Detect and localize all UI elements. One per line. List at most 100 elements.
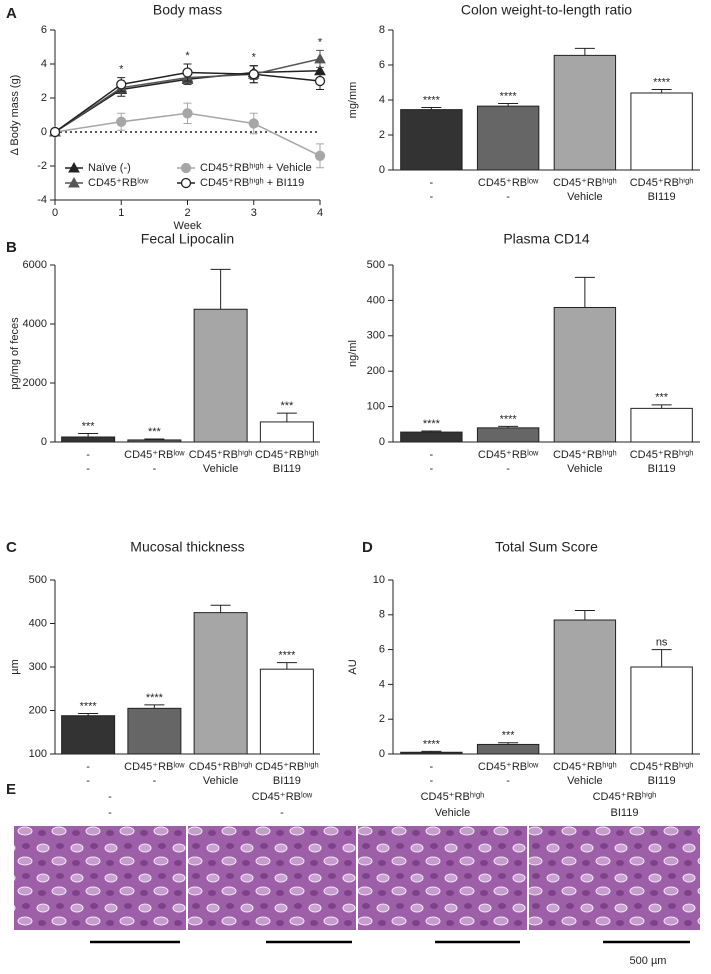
x-tick-label: CD45⁺RBˡᵒʷ [478, 177, 539, 189]
x-tick-label: CD45⁺RBʰⁱᵍʰ [189, 761, 253, 773]
panel-letter: B [6, 239, 17, 256]
marker [248, 118, 259, 129]
y-tick-label: 0 [41, 126, 47, 138]
y-tick-label: 0 [379, 748, 385, 760]
y-axis-label: pg/mg of feces [9, 317, 21, 390]
y-tick-label: -4 [37, 194, 47, 206]
significance: **** [146, 692, 164, 704]
error-bar [651, 404, 672, 409]
y-axis-label: ng/ml [347, 340, 359, 367]
x-tick-label: CD45⁺RBʰⁱᵍʰ [553, 761, 617, 773]
x-tick-label: CD45⁺RBˡᵒʷ [124, 449, 185, 461]
y-tick-label: 0 [379, 436, 385, 448]
y-tick-label: 0 [41, 436, 47, 448]
panel-letter: D [362, 539, 373, 556]
y-tick-label: 6000 [23, 259, 47, 271]
bar [127, 707, 182, 755]
bar [476, 743, 540, 755]
marker [116, 79, 127, 90]
histology-label: CD45⁺RBʰⁱᵍʰ [593, 791, 657, 803]
significance: **** [423, 738, 441, 750]
x-tick-label: CD45⁺RBʰⁱᵍʰ [255, 761, 319, 773]
y-tick-label: 400 [367, 294, 385, 306]
significance: **** [500, 90, 518, 102]
chart-title: Body mass [153, 2, 222, 18]
histology-label: CD45⁺RBˡᵒʷ [252, 791, 313, 803]
chart-title: Plasma CD14 [503, 231, 590, 247]
panel-letter: C [6, 539, 17, 556]
legend-label: CD45⁺RBˡᵒʷ [88, 177, 149, 189]
x-tick-label: CD45⁺RBʰⁱᵍʰ [630, 761, 694, 773]
x-axis-label: Week [174, 220, 202, 232]
histology-label: - [108, 791, 112, 803]
x-tick-label: CD45⁺RBʰⁱᵍʰ [630, 177, 694, 189]
bar [400, 431, 463, 443]
x-tick-sublabel: - [430, 191, 434, 203]
bar [193, 308, 248, 443]
x-tick-sublabel: Vehicle [567, 191, 602, 203]
x-tick-sublabel: - [506, 775, 510, 787]
y-tick-label: 2 [41, 92, 47, 104]
x-tick-label: - [430, 177, 434, 189]
marker [314, 52, 326, 64]
histology-image [529, 826, 700, 930]
x-tick-sublabel: BI119 [273, 463, 301, 475]
y-axis-label: Δ Body mass (g) [9, 75, 21, 156]
bar [630, 92, 693, 171]
histology-label: - [280, 807, 284, 819]
y-tick-label: 8 [379, 24, 385, 36]
x-tick-sublabel: - [506, 463, 510, 475]
significance: *** [82, 420, 96, 432]
significance: **** [653, 76, 671, 88]
y-tick-label: 4 [379, 94, 385, 106]
marker [314, 75, 326, 87]
y-tick-label: 300 [367, 330, 385, 342]
bar [127, 439, 182, 443]
error-bar [651, 649, 672, 667]
y-tick-label: 2000 [23, 377, 47, 389]
y-tick-label: 6 [41, 24, 47, 36]
bar [553, 306, 617, 443]
x-tick-sublabel: BI119 [648, 463, 676, 475]
marker [182, 67, 193, 78]
x-tick-sublabel: - [506, 191, 510, 203]
x-tick-label: CD45⁺RBʰⁱᵍʰ [553, 177, 617, 189]
x-tick-sublabel: - [86, 775, 90, 787]
significance: **** [423, 418, 441, 430]
significance: **** [500, 413, 518, 425]
significance: ns [656, 637, 668, 649]
y-tick-label: 0 [379, 164, 385, 176]
x-tick-label: 0 [52, 207, 58, 219]
error-bar [78, 432, 99, 437]
x-tick-sublabel: Vehicle [203, 775, 238, 787]
y-tick-label: 500 [367, 259, 385, 271]
y-tick-label: 6 [379, 644, 385, 656]
panel-letter: A [6, 5, 17, 22]
error-bar [276, 662, 297, 670]
histology-label: CD45⁺RBʰⁱᵍʰ [421, 791, 485, 803]
y-tick-label: 300 [29, 661, 47, 673]
significance: **** [278, 650, 296, 662]
y-tick-label: -2 [37, 160, 47, 172]
marker [182, 108, 193, 119]
histology-image [188, 826, 356, 930]
significance: * [185, 50, 190, 62]
y-tick-label: 4 [41, 58, 47, 70]
y-tick-label: 200 [29, 704, 47, 716]
panel-letter: E [6, 781, 16, 798]
x-tick-sublabel: - [86, 463, 90, 475]
chart-title: Total Sum Score [495, 539, 598, 555]
y-tick-label: 2 [379, 713, 385, 725]
bar [476, 105, 540, 171]
marker [248, 69, 259, 80]
x-tick-label: CD45⁺RBʰⁱᵍʰ [553, 449, 617, 461]
error-bar [574, 609, 595, 621]
significance: *** [280, 400, 294, 412]
histology-image [358, 826, 527, 930]
y-tick-label: 8 [379, 609, 385, 621]
x-tick-sublabel: BI119 [648, 775, 676, 787]
histology-label: Vehicle [435, 807, 470, 819]
legend-marker [180, 162, 192, 174]
x-tick-label: 1 [118, 207, 124, 219]
